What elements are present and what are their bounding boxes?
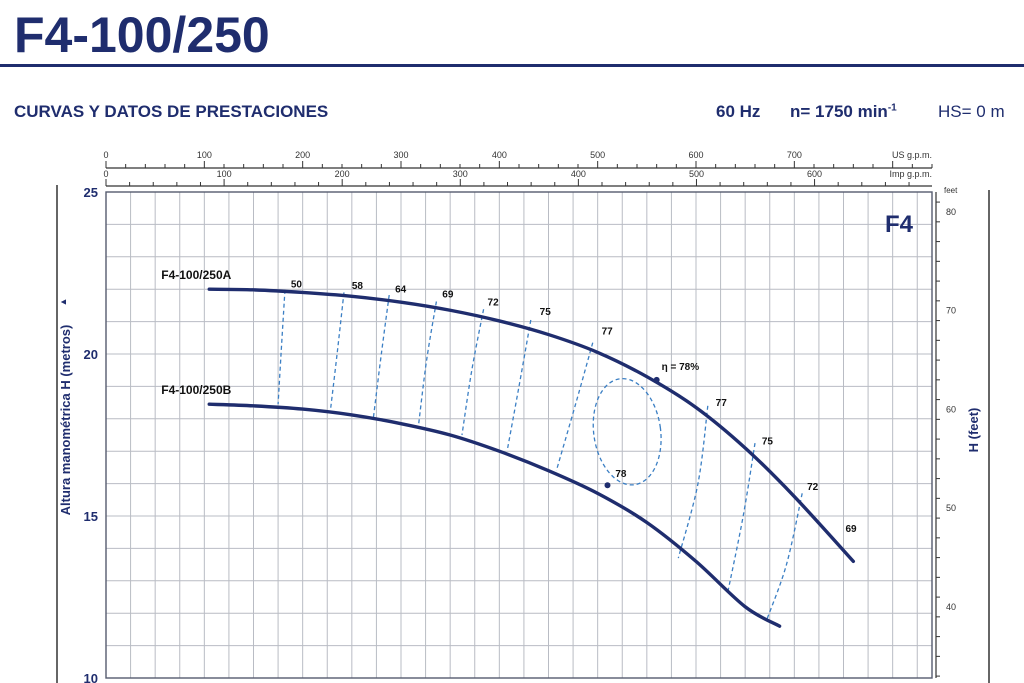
speed-label: n= 1750 min-1 — [790, 102, 897, 122]
feet-tick-label: 70 — [946, 306, 956, 316]
efficiency-label: 77 — [602, 327, 614, 338]
title-rule — [0, 64, 1024, 67]
efficiency-label: 72 — [807, 482, 819, 493]
efficiency-label: 72 — [488, 297, 500, 308]
us-gpm-tick-label: 100 — [197, 150, 212, 160]
us-gpm-tick-label: 600 — [688, 150, 703, 160]
imp-gpm-tick-label: 200 — [335, 169, 350, 179]
speed-value: n= 1750 min — [790, 102, 888, 121]
us-gpm-axis-label: US g.p.m. — [892, 150, 932, 160]
efficiency-label: 75 — [540, 307, 552, 318]
efficiency-iso-line — [506, 319, 532, 451]
y-tick-label: 15 — [84, 509, 98, 524]
efficiency-label: 58 — [352, 281, 364, 292]
imp-gpm-tick-label: 400 — [571, 169, 586, 179]
feet-tick-label: 60 — [946, 404, 956, 414]
imp-gpm-tick-label: 300 — [453, 169, 468, 179]
frequency-label: 60 Hz — [716, 102, 761, 121]
chart-axes: 0 100 200 300 400 500 600 700 US g.p.m. 0 100 200 30… — [56, 150, 990, 683]
imp-gpm-tick-label: 600 — [807, 169, 822, 179]
efficiency-iso-line — [555, 342, 594, 471]
efficiency-label: 77 — [716, 398, 728, 409]
efficiency-label: 78 — [615, 469, 627, 480]
y-tick-label: 10 — [84, 671, 98, 683]
us-gpm-tick-label: 400 — [492, 150, 507, 160]
efficiency-label: 69 — [845, 524, 857, 535]
chart-grid — [105, 191, 932, 679]
feet-tick-label: 50 — [946, 503, 956, 513]
y-axis-label: Altura manométrica H (metros) — [58, 325, 73, 516]
y2-axis-label: H (feet) — [966, 408, 981, 453]
imp-gpm-tick-label: 500 — [689, 169, 704, 179]
efficiency-iso-line — [329, 292, 345, 413]
efficiency-lines — [277, 289, 803, 620]
efficiency-label: 69 — [442, 289, 454, 300]
efficiency-label: 50 — [291, 280, 303, 291]
efficiency-iso-line — [277, 289, 286, 405]
chart-badge: F4 — [885, 211, 914, 238]
us-gpm-tick-label: 700 — [787, 150, 802, 160]
efficiency-label: 64 — [395, 284, 407, 295]
suction-head-label: HS= 0 m — [938, 102, 1005, 121]
imp-gpm-tick-label: 0 — [103, 169, 108, 179]
us-gpm-tick-label: 0 — [103, 150, 108, 160]
imp-gpm-axis-label: Imp g.p.m. — [889, 169, 932, 179]
series-label: F4-100/250B — [161, 383, 231, 397]
efficiency-iso-line — [372, 294, 390, 418]
section-subtitle: CURVAS Y DATOS DE PRESTACIONES — [14, 102, 329, 121]
plot-frame — [105, 191, 933, 679]
y-tick-label: 20 — [84, 347, 98, 362]
bep-point — [653, 376, 660, 383]
efficiency-iso-line — [418, 301, 438, 424]
y-tick-label: 25 — [84, 185, 98, 200]
us-gpm-tick-label: 500 — [590, 150, 605, 160]
y-axis-arrow: ▲ — [58, 298, 68, 307]
efficiency-label: η = 78% — [662, 362, 700, 373]
us-gpm-tick-label: 300 — [393, 150, 408, 160]
us-gpm-tick-label: 200 — [295, 150, 310, 160]
imp-gpm-tick-label: 100 — [217, 169, 232, 179]
bep-point — [604, 482, 611, 489]
efficiency-label: 75 — [762, 437, 774, 448]
series-line — [207, 402, 782, 628]
page-title: F4-100/250 — [14, 7, 270, 63]
chart-labels: F4 F4-100/250A F4-100/250B 50 58 64 69 72 75 77 η … — [161, 211, 913, 535]
efficiency-iso-line — [677, 405, 709, 559]
series-line — [207, 287, 856, 564]
efficiency-iso-line — [461, 309, 485, 436]
series-lines — [207, 287, 856, 628]
feet-unit-label: feet — [944, 186, 958, 195]
efficiency-iso-line — [726, 442, 756, 594]
speed-exponent: -1 — [887, 102, 897, 114]
feet-tick-label: 80 — [946, 207, 956, 217]
efficiency-iso-line — [766, 493, 803, 620]
efficiency-ellipse — [592, 377, 662, 486]
feet-tick-label: 40 — [946, 602, 956, 612]
series-label: F4-100/250A — [161, 268, 231, 282]
